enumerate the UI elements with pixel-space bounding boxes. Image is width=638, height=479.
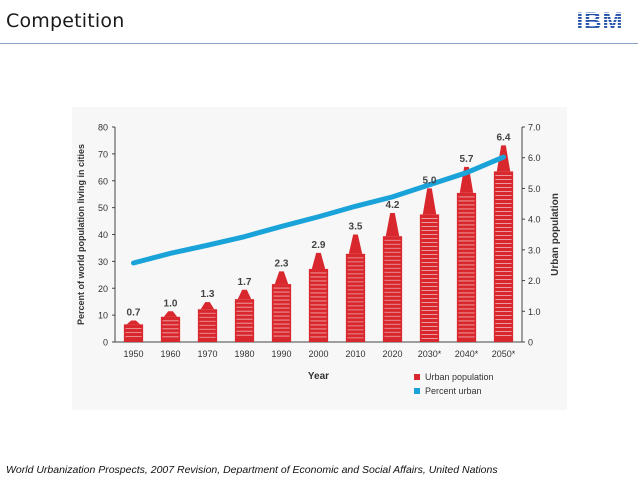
bar-spire bbox=[126, 320, 141, 325]
bar-value-label: 1.3 bbox=[201, 289, 215, 300]
legend-label: Urban population bbox=[425, 372, 494, 382]
x-tick-label: 1980 bbox=[234, 349, 254, 359]
y-tick-label-right: 5.0 bbox=[528, 184, 541, 194]
line-point bbox=[355, 205, 356, 207]
bar bbox=[123, 324, 144, 342]
y-tick-label-left: 10 bbox=[98, 311, 108, 321]
bar-tower bbox=[234, 289, 255, 342]
y-tick-label-right: 1.0 bbox=[528, 307, 541, 317]
ibm-logo: IBM bbox=[577, 8, 624, 32]
source-footnote: World Urbanization Prospects, 2007 Revis… bbox=[6, 464, 498, 476]
bar-tower bbox=[493, 145, 514, 342]
x-tick-label: 2020 bbox=[382, 349, 402, 359]
title-divider bbox=[0, 43, 638, 44]
bar-spire bbox=[422, 188, 437, 215]
bar bbox=[308, 268, 329, 342]
bar-tower bbox=[160, 311, 181, 342]
slide-title: Competition bbox=[6, 10, 125, 32]
line-point bbox=[281, 225, 282, 227]
y-tick-label-left: 70 bbox=[98, 149, 108, 159]
y-axis-title-left: Percent of world population living in ci… bbox=[76, 144, 86, 325]
x-tick-label: 1990 bbox=[271, 349, 291, 359]
urbanization-chart: 0 10 20 30 40 50 60 70 80 0 1.0 2.0 3.0 4.0 5.0 6.0 7.0 1… bbox=[76, 123, 561, 397]
y-tick-label-left: 50 bbox=[98, 203, 108, 213]
y-axis-title-right: Urban population bbox=[550, 193, 561, 276]
x-tick-label: 1960 bbox=[160, 349, 180, 359]
bar-tower bbox=[456, 166, 477, 342]
y-tick-label-right: 3.0 bbox=[528, 245, 541, 255]
bar-value-label: 0.7 bbox=[127, 308, 141, 319]
y-tick-label-left: 60 bbox=[98, 176, 108, 186]
bar-value-label: 2.3 bbox=[275, 258, 289, 269]
line-point bbox=[133, 262, 134, 264]
x-tick-label: 2050* bbox=[492, 349, 516, 359]
y-tick-label-left: 0 bbox=[103, 338, 108, 348]
legend-label: Percent urban bbox=[425, 386, 482, 396]
y-tick-label-right: 0 bbox=[528, 338, 533, 348]
x-tick-label: 2000 bbox=[308, 349, 328, 359]
y-tick-label-left: 20 bbox=[98, 284, 108, 294]
line-point bbox=[503, 156, 504, 158]
bar-spire bbox=[163, 311, 178, 317]
x-tick-label: 2010 bbox=[345, 349, 365, 359]
bar-spire bbox=[237, 289, 252, 300]
bar-value-label: 5.7 bbox=[460, 154, 474, 165]
bar-tower bbox=[308, 252, 329, 342]
y-tick-label-left: 30 bbox=[98, 257, 108, 267]
bar-spire bbox=[348, 234, 363, 254]
bar bbox=[382, 236, 403, 342]
bar-spire bbox=[274, 271, 289, 285]
x-tick-label: 1970 bbox=[197, 349, 217, 359]
bar-spire bbox=[385, 213, 400, 237]
line-point bbox=[429, 184, 430, 186]
bar-tower bbox=[419, 188, 440, 342]
x-axis-title: Year bbox=[308, 371, 329, 382]
bar-value-label: 1.0 bbox=[164, 298, 178, 309]
bar-value-label: 6.4 bbox=[497, 132, 511, 143]
bar-value-label: 3.5 bbox=[349, 222, 363, 233]
x-tick-label: 2030* bbox=[418, 349, 442, 359]
y-tick-label-right: 6.0 bbox=[528, 153, 541, 163]
bar-value-label: 4.2 bbox=[386, 200, 400, 211]
y-tick-label-right: 4.0 bbox=[528, 215, 541, 225]
line-point bbox=[466, 172, 467, 174]
bar-spire bbox=[311, 252, 326, 269]
bar bbox=[493, 171, 514, 342]
bar bbox=[456, 192, 477, 342]
bar-tower bbox=[123, 320, 144, 342]
legend-swatch bbox=[414, 388, 420, 394]
y-tick-label-right: 7.0 bbox=[528, 123, 541, 133]
x-tick-label: 2040* bbox=[455, 349, 479, 359]
y-tick-label-right: 2.0 bbox=[528, 276, 541, 286]
svg-text:IBM: IBM bbox=[577, 8, 624, 32]
bar-value-label: 1.7 bbox=[238, 277, 252, 288]
line-point bbox=[318, 216, 319, 218]
bar-tower bbox=[382, 213, 403, 342]
line-point bbox=[392, 196, 393, 198]
bar-value-label: 5.0 bbox=[423, 175, 437, 186]
bar-value-label: 2.9 bbox=[312, 240, 326, 251]
bar-tower bbox=[271, 271, 292, 342]
legend-swatch bbox=[414, 374, 420, 380]
line-point bbox=[207, 244, 208, 246]
y-tick-label-left: 40 bbox=[98, 230, 108, 240]
bar-spire bbox=[200, 302, 215, 310]
bar bbox=[160, 316, 181, 342]
line-point bbox=[170, 252, 171, 254]
bar-tower bbox=[197, 302, 218, 342]
line-point bbox=[244, 236, 245, 238]
y-tick-label-left: 80 bbox=[98, 123, 108, 133]
x-tick-label: 1950 bbox=[123, 349, 143, 359]
chart-container: 0 10 20 30 40 50 60 70 80 0 1.0 2.0 3.0 4.0 5.0 6.0 7.0 1… bbox=[72, 107, 567, 410]
bar-tower bbox=[345, 234, 366, 342]
bar bbox=[271, 284, 292, 342]
